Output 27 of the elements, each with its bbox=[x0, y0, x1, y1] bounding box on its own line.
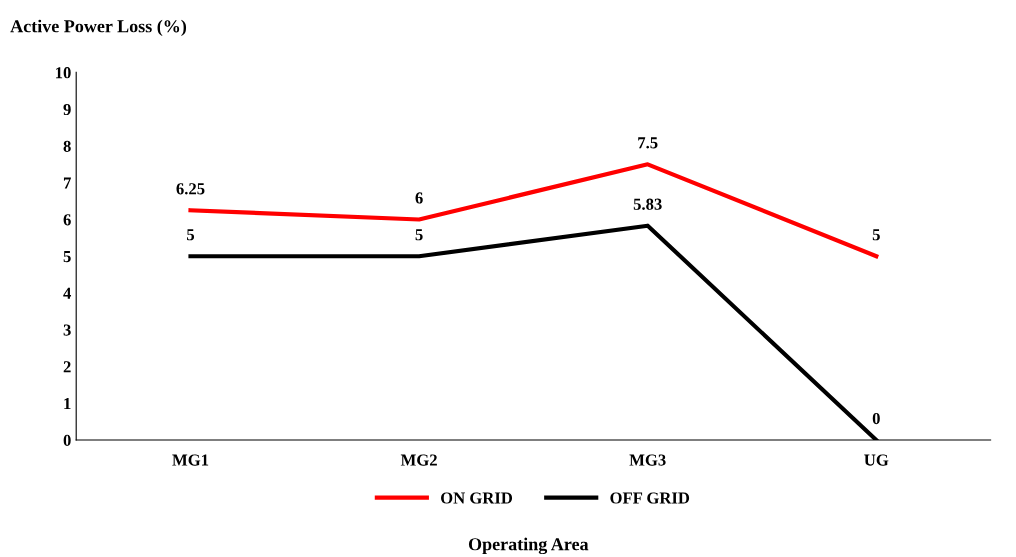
data-label: 5.83 bbox=[633, 198, 662, 210]
x-tick-label: UG bbox=[864, 454, 889, 466]
y-tick-label: 8 bbox=[63, 140, 71, 152]
y-tick-label: 10 bbox=[56, 67, 71, 79]
y-tick-label: 5 bbox=[63, 251, 71, 263]
legend-label: OFF GRID bbox=[610, 492, 690, 504]
y-tick-label: 7 bbox=[63, 177, 71, 189]
data-label: 5 bbox=[415, 229, 423, 241]
y-axis-title: Active Power Loss (%) bbox=[10, 19, 187, 37]
y-tick-label: 1 bbox=[64, 398, 71, 410]
data-label: 0 bbox=[872, 412, 880, 425]
y-tick-label: 9 bbox=[63, 103, 71, 116]
y-tick-label: 0 bbox=[63, 434, 71, 446]
data-label: 6.25 bbox=[176, 183, 205, 195]
y-tick-label: 2 bbox=[63, 361, 71, 373]
data-label: 7.5 bbox=[638, 137, 658, 149]
data-label: 5 bbox=[187, 229, 195, 241]
x-tick-label: MG1 bbox=[172, 454, 209, 466]
y-tick-label: 4 bbox=[63, 287, 72, 299]
x-tick-label: MG3 bbox=[629, 454, 666, 466]
x-tick-label: MG2 bbox=[400, 454, 437, 466]
data-label: 5 bbox=[872, 229, 880, 241]
data-label: 6 bbox=[415, 192, 423, 204]
x-axis-title: Operating Area bbox=[468, 537, 589, 555]
y-tick-label: 6 bbox=[63, 214, 71, 226]
y-tick-label: 3 bbox=[63, 324, 71, 336]
legend-label: ON GRID bbox=[441, 492, 513, 504]
